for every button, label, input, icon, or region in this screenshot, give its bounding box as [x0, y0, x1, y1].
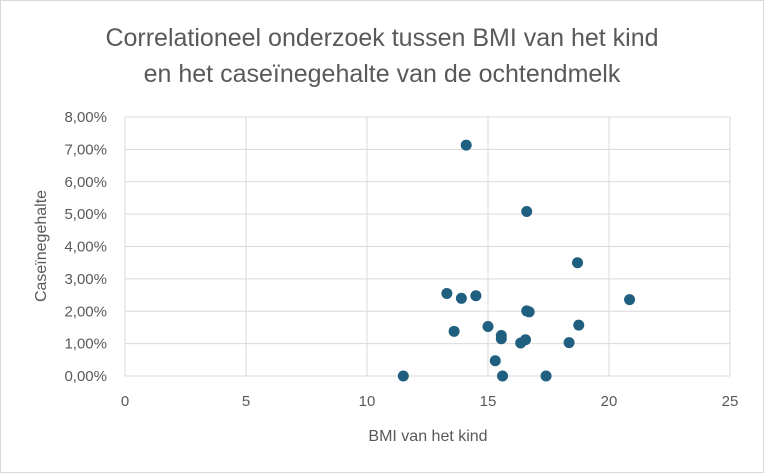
data-point [470, 290, 482, 302]
y-tick-label: 3,00% [64, 271, 107, 288]
data-point [624, 294, 636, 306]
data-point [572, 257, 584, 269]
chart-title-line-1: Correlationeel onderzoek tussen BMI van … [105, 24, 658, 52]
y-tick-label: 4,00% [64, 239, 107, 256]
y-axis-title: Caseïnegehalte [33, 190, 50, 302]
y-tick-label: 5,00% [64, 206, 107, 223]
y-tick-label: 0,00% [64, 368, 107, 385]
y-tick-label: 8,00% [64, 109, 107, 126]
tick-labels: 0,00% 1,00% 2,00% 3,00% 4,00% 5,00% 6,00% 7,00%… [64, 109, 738, 410]
data-point [397, 370, 409, 382]
data-point [495, 333, 507, 345]
y-tick-label: 1,00% [64, 336, 107, 353]
data-point [455, 292, 467, 304]
y-tick-label: 6,00% [64, 174, 107, 191]
x-tick-label: 25 [722, 393, 739, 410]
data-point [441, 287, 453, 299]
data-point [497, 370, 509, 382]
data-points [397, 139, 636, 382]
x-tick-label: 0 [121, 393, 129, 410]
data-point [521, 206, 533, 218]
data-point [448, 325, 460, 337]
x-tick-label: 20 [601, 393, 618, 410]
x-tick-label: 10 [359, 393, 376, 410]
data-point [523, 306, 535, 318]
data-point [520, 334, 532, 346]
data-point [573, 319, 585, 331]
grid-lines [124, 116, 731, 377]
y-tick-label: 2,00% [64, 303, 107, 320]
data-point [482, 320, 494, 332]
x-tick-label: 15 [480, 393, 497, 410]
x-tick-label: 5 [242, 393, 250, 410]
data-point [489, 355, 501, 367]
data-point [563, 337, 575, 349]
y-tick-label: 7,00% [64, 141, 107, 158]
chart-title-line-2: en het caseïnegehalte van de ochtendmelk [144, 60, 621, 88]
data-point [460, 139, 472, 151]
data-point [540, 370, 552, 382]
x-axis-title: BMI van het kind [368, 428, 487, 445]
